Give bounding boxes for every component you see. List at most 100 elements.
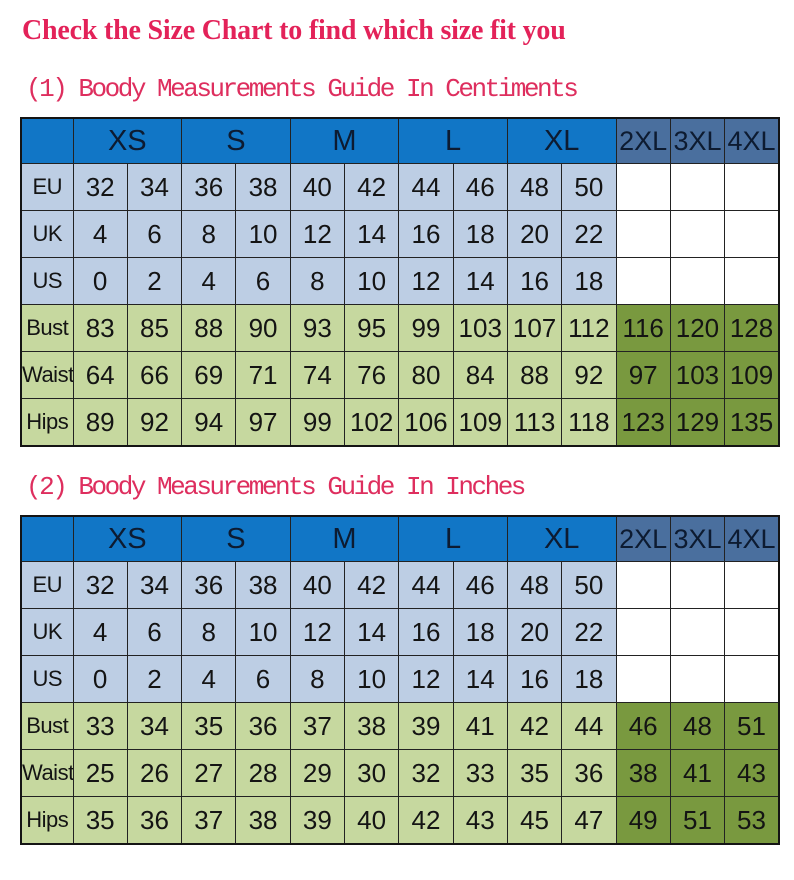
value-cell: 102	[343, 398, 400, 447]
value-cell: 74	[289, 351, 345, 399]
size-chart-page: Check the Size Chart to find which size …	[20, 15, 780, 845]
table-row-bust: Bust 83 85 88 90 93 95 99 103 107 112 116 120 128	[20, 304, 780, 352]
value-cell: 97	[235, 398, 291, 447]
section-centimeters: (1) Boody Measurements Guide In Centimen…	[20, 74, 780, 447]
value-cell: 0	[72, 257, 128, 305]
value-cell: 39	[289, 796, 345, 845]
row-label: Bust	[20, 702, 74, 750]
size-header-s: S	[181, 117, 291, 164]
value-cell: 10	[235, 608, 291, 656]
value-cell: 18	[452, 608, 508, 656]
value-cell: 42	[506, 702, 563, 750]
value-cell: 4	[181, 257, 237, 305]
value-cell: 53	[724, 796, 780, 845]
value-cell: 120	[669, 304, 726, 352]
value-cell: 35	[181, 702, 237, 750]
value-cell: 50	[561, 561, 617, 609]
row-label: Hips	[20, 398, 74, 447]
value-cell: 99	[289, 398, 345, 447]
row-label: Waist	[20, 351, 74, 399]
value-cell: 41	[452, 702, 508, 750]
value-cell: 51	[669, 796, 726, 845]
value-cell: 38	[235, 796, 291, 845]
value-cell: 44	[398, 163, 454, 211]
value-cell: 46	[452, 561, 508, 609]
value-cell: 10	[343, 257, 400, 305]
value-cell: 38	[235, 561, 291, 609]
value-cell: 118	[561, 398, 617, 447]
value-cell: 71	[235, 351, 291, 399]
value-cell	[669, 608, 726, 656]
value-cell: 22	[561, 210, 617, 258]
table-row-waist: Waist 64 66 69 71 74 76 80 84 88 92 97 103 109	[20, 351, 780, 399]
value-cell: 46	[615, 702, 671, 750]
value-cell	[724, 608, 780, 656]
value-cell: 6	[126, 608, 183, 656]
value-cell: 4	[72, 210, 128, 258]
value-cell: 44	[398, 561, 454, 609]
value-cell: 8	[181, 608, 237, 656]
value-cell: 64	[72, 351, 128, 399]
value-cell: 107	[506, 304, 563, 352]
value-cell: 48	[506, 561, 563, 609]
value-cell: 51	[724, 702, 780, 750]
value-cell	[724, 655, 780, 703]
value-cell: 50	[561, 163, 617, 211]
value-cell: 20	[506, 210, 563, 258]
value-cell	[615, 561, 671, 609]
value-cell: 42	[398, 796, 454, 845]
row-label: EU	[20, 561, 74, 609]
section-inches: (2) Boody Measurements Guide In Inches X…	[20, 472, 780, 845]
value-cell: 32	[72, 163, 128, 211]
value-cell: 35	[506, 749, 563, 797]
value-cell	[669, 163, 726, 211]
value-cell: 88	[181, 304, 237, 352]
value-cell: 46	[452, 163, 508, 211]
table-row-hips: Hips 35 36 37 38 39 40 42 43 45 47 49 51 53	[20, 796, 780, 845]
value-cell: 106	[398, 398, 454, 447]
value-cell: 10	[235, 210, 291, 258]
value-cell: 34	[126, 163, 183, 211]
table-row-eu: EU 32 34 36 38 40 42 44 46 48 50	[20, 163, 780, 211]
value-cell: 8	[289, 257, 345, 305]
value-cell: 39	[398, 702, 454, 750]
value-cell: 66	[126, 351, 183, 399]
value-cell: 113	[506, 398, 563, 447]
table-row-bust: Bust 33 34 35 36 37 38 39 41 42 44 46 48 51	[20, 702, 780, 750]
value-cell: 16	[506, 257, 563, 305]
value-cell: 37	[181, 796, 237, 845]
value-cell: 36	[126, 796, 183, 845]
table-row-waist: Waist 25 26 27 28 29 30 32 33 35 36 38 41 43	[20, 749, 780, 797]
value-cell	[615, 210, 671, 258]
value-cell	[615, 257, 671, 305]
value-cell: 42	[343, 561, 400, 609]
value-cell	[724, 163, 780, 211]
value-cell	[724, 210, 780, 258]
value-cell: 109	[452, 398, 508, 447]
value-cell: 36	[181, 163, 237, 211]
value-cell: 2	[126, 257, 183, 305]
value-cell: 80	[398, 351, 454, 399]
section-centimeters-title: (1) Boody Measurements Guide In Centimen…	[26, 74, 579, 104]
value-cell: 36	[181, 561, 237, 609]
value-cell	[669, 210, 726, 258]
value-cell	[615, 608, 671, 656]
value-cell: 40	[289, 163, 345, 211]
row-label: Hips	[20, 796, 74, 845]
cm-size-table: XS S M L XL 2XL 3XL 4XL EU 32 34 36 38 40 42 44 46 48 50 UK…	[20, 117, 780, 447]
value-cell: 99	[398, 304, 454, 352]
value-cell: 85	[126, 304, 183, 352]
table-row-uk: UK 4 6 8 10 12 14 16 18 20 22	[20, 210, 780, 258]
value-cell: 37	[289, 702, 345, 750]
value-cell: 38	[343, 702, 400, 750]
value-cell: 38	[615, 749, 671, 797]
value-cell: 92	[126, 398, 183, 447]
value-cell: 76	[343, 351, 400, 399]
value-cell	[615, 655, 671, 703]
value-cell: 18	[561, 257, 617, 305]
value-cell	[669, 257, 726, 305]
value-cell: 33	[452, 749, 508, 797]
value-cell: 95	[343, 304, 400, 352]
value-cell: 38	[235, 163, 291, 211]
value-cell: 22	[561, 608, 617, 656]
